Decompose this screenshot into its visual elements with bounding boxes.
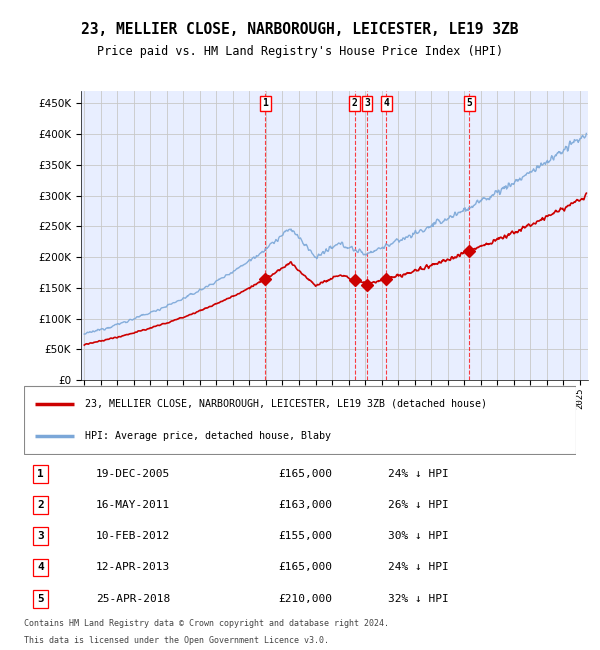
Text: Contains HM Land Registry data © Crown copyright and database right 2024.: Contains HM Land Registry data © Crown c… (24, 619, 389, 628)
Text: 10-FEB-2012: 10-FEB-2012 (96, 531, 170, 541)
Text: 19-DEC-2005: 19-DEC-2005 (96, 469, 170, 479)
Text: 3: 3 (364, 98, 370, 109)
Text: 24% ↓ HPI: 24% ↓ HPI (388, 469, 449, 479)
Text: 12-APR-2013: 12-APR-2013 (96, 562, 170, 573)
Text: 5: 5 (37, 593, 44, 604)
Text: 26% ↓ HPI: 26% ↓ HPI (388, 500, 449, 510)
Text: 30% ↓ HPI: 30% ↓ HPI (388, 531, 449, 541)
Text: £155,000: £155,000 (278, 531, 332, 541)
Text: 2: 2 (37, 500, 44, 510)
Text: 32% ↓ HPI: 32% ↓ HPI (388, 593, 449, 604)
Text: Price paid vs. HM Land Registry's House Price Index (HPI): Price paid vs. HM Land Registry's House … (97, 46, 503, 58)
Text: 4: 4 (37, 562, 44, 573)
Text: £165,000: £165,000 (278, 562, 332, 573)
Text: 5: 5 (466, 98, 472, 109)
Text: 16-MAY-2011: 16-MAY-2011 (96, 500, 170, 510)
Text: 1: 1 (263, 98, 268, 109)
Text: 23, MELLIER CLOSE, NARBOROUGH, LEICESTER, LE19 3ZB (detached house): 23, MELLIER CLOSE, NARBOROUGH, LEICESTER… (85, 398, 487, 409)
Text: This data is licensed under the Open Government Licence v3.0.: This data is licensed under the Open Gov… (24, 636, 329, 645)
Text: £163,000: £163,000 (278, 500, 332, 510)
Text: £165,000: £165,000 (278, 469, 332, 479)
Text: 1: 1 (37, 469, 44, 479)
Text: 24% ↓ HPI: 24% ↓ HPI (388, 562, 449, 573)
Text: £210,000: £210,000 (278, 593, 332, 604)
Text: 2: 2 (352, 98, 358, 109)
Text: 23, MELLIER CLOSE, NARBOROUGH, LEICESTER, LE19 3ZB: 23, MELLIER CLOSE, NARBOROUGH, LEICESTER… (81, 21, 519, 37)
Text: 4: 4 (383, 98, 389, 109)
Text: 25-APR-2018: 25-APR-2018 (96, 593, 170, 604)
Text: 3: 3 (37, 531, 44, 541)
FancyBboxPatch shape (24, 386, 576, 454)
Text: HPI: Average price, detached house, Blaby: HPI: Average price, detached house, Blab… (85, 431, 331, 441)
